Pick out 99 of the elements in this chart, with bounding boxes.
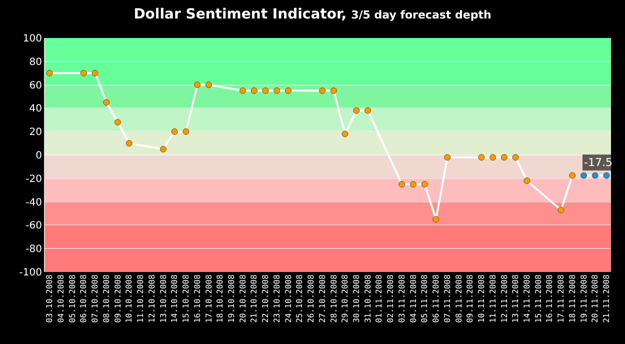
point xyxy=(500,154,508,161)
point xyxy=(80,70,87,76)
x-tick-label: 26.10.2008 xyxy=(306,274,316,323)
x-tick-label: 05.10.2008 xyxy=(68,274,77,323)
x-tick-label: 21.10.2008 xyxy=(250,274,259,323)
x-tick-label: 01.11.2008 xyxy=(374,274,384,323)
x-tick-label: 03.10.2008 xyxy=(45,274,54,323)
point xyxy=(490,154,496,161)
point xyxy=(205,82,212,88)
point xyxy=(603,172,610,179)
point xyxy=(240,87,246,94)
x-tick-label: 28.10.2008 xyxy=(329,274,338,323)
x-tick-label: 07.10.2008 xyxy=(90,274,100,323)
x-tick-label: 04.10.2008 xyxy=(56,274,66,323)
point xyxy=(592,172,598,179)
point xyxy=(114,118,121,126)
point xyxy=(319,87,326,94)
x-tick-label: 14.10.2008 xyxy=(170,274,180,323)
x-tick-label: 22.10.2008 xyxy=(261,274,270,323)
point xyxy=(330,87,337,94)
chart-title: Dollar Sentiment Indicator, xyxy=(134,6,347,22)
x-tick-label: 15.10.2008 xyxy=(182,274,191,323)
x-tick-label: 13.10.2008 xyxy=(158,274,168,323)
point xyxy=(410,181,416,188)
point xyxy=(171,128,178,135)
point xyxy=(398,181,406,188)
y-tick-label: -20 xyxy=(26,174,42,185)
x-tick-label: 11.10.2008 xyxy=(136,274,146,323)
x-tick-label: 17.11.2008 xyxy=(556,274,566,323)
x-tick-label: 16.11.2008 xyxy=(545,274,554,323)
point xyxy=(444,154,451,161)
point xyxy=(580,172,587,179)
x-tick-label: 10.10.2008 xyxy=(124,274,134,323)
x-tick-label: 12.10.2008 xyxy=(147,274,156,323)
point xyxy=(250,87,258,94)
x-tick-label: 06.11.2008 xyxy=(432,274,441,323)
point xyxy=(92,70,98,76)
x-tick-label: 10.11.2008 xyxy=(477,274,486,323)
point xyxy=(478,154,485,161)
x-tick-label: 09.11.2008 xyxy=(466,274,475,323)
y-tick-label: 40 xyxy=(29,104,42,115)
x-tick-label: 15.11.2008 xyxy=(534,274,543,323)
x-tick-label: 30.10.2008 xyxy=(352,274,362,323)
x-tick-label: 05.11.2008 xyxy=(420,274,430,323)
y-tick-label: -60 xyxy=(26,220,42,232)
y-tick-label: 80 xyxy=(29,56,42,68)
x-tick-label: 31.10.2008 xyxy=(363,274,372,323)
point xyxy=(353,107,360,114)
point xyxy=(284,87,292,94)
x-tick-label: 18.11.2008 xyxy=(568,274,577,323)
point xyxy=(126,140,132,147)
point xyxy=(558,206,564,214)
point xyxy=(262,87,269,94)
x-tick-label: 19.10.2008 xyxy=(226,274,236,323)
x-tick-label: 18.10.2008 xyxy=(216,274,225,323)
point xyxy=(182,128,190,135)
x-tick-label: 06.10.2008 xyxy=(79,274,88,323)
point xyxy=(46,70,53,76)
y-tick-label: -80 xyxy=(26,244,42,256)
x-tick-label: 17.10.2008 xyxy=(204,274,214,323)
x-tick-label: 14.11.2008 xyxy=(522,274,532,323)
y-tick-label: -100 xyxy=(19,268,42,278)
x-tick-label: 24.10.2008 xyxy=(284,274,293,323)
y-tick-label: 0 xyxy=(36,150,42,162)
x-tick-label: 08.11.2008 xyxy=(454,274,464,323)
x-tick-label: 16.10.2008 xyxy=(192,274,202,323)
x-tick-label: 12.11.2008 xyxy=(500,274,509,323)
point xyxy=(421,181,428,188)
x-tick-label: 23.10.2008 xyxy=(272,274,282,323)
point xyxy=(103,99,110,106)
x-tick-label: 20.11.2008 xyxy=(590,274,600,323)
x-tick-label: 29.10.2008 xyxy=(340,274,350,323)
point xyxy=(512,154,519,161)
point xyxy=(274,87,280,94)
point xyxy=(160,146,166,152)
y-tick-label: -40 xyxy=(26,197,42,208)
point xyxy=(342,130,348,138)
x-tick-label: 21.11.2008 xyxy=(602,274,612,323)
y-tick-label: 100 xyxy=(22,34,42,44)
y-tick-label: 20 xyxy=(29,127,42,138)
point xyxy=(524,177,530,184)
x-tick-label: 04.11.2008 xyxy=(408,274,418,323)
x-tick-label: 25.10.2008 xyxy=(295,274,304,323)
point xyxy=(194,82,201,88)
point xyxy=(569,172,576,179)
x-tick-label: 02.11.2008 xyxy=(386,274,396,323)
x-tick-label: 19.11.2008 xyxy=(579,274,588,323)
x-tick-label: 13.11.2008 xyxy=(511,274,520,323)
y-tick-label: 60 xyxy=(29,80,42,92)
x-tick-label: 08.10.2008 xyxy=(102,274,111,323)
point xyxy=(432,216,440,223)
x-tick-label: 20.10.2008 xyxy=(238,274,248,323)
x-tick-label: 03.11.2008 xyxy=(397,274,406,323)
x-tick-label: 27.10.2008 xyxy=(318,274,327,323)
x-tick-label: 11.11.2008 xyxy=(488,274,498,323)
point xyxy=(364,107,372,114)
x-tick-label: 07.11.2008 xyxy=(442,274,452,323)
chart-subtitle: 3/5 day forecast depth xyxy=(351,8,492,22)
x-tick-label: 09.10.2008 xyxy=(113,274,122,323)
